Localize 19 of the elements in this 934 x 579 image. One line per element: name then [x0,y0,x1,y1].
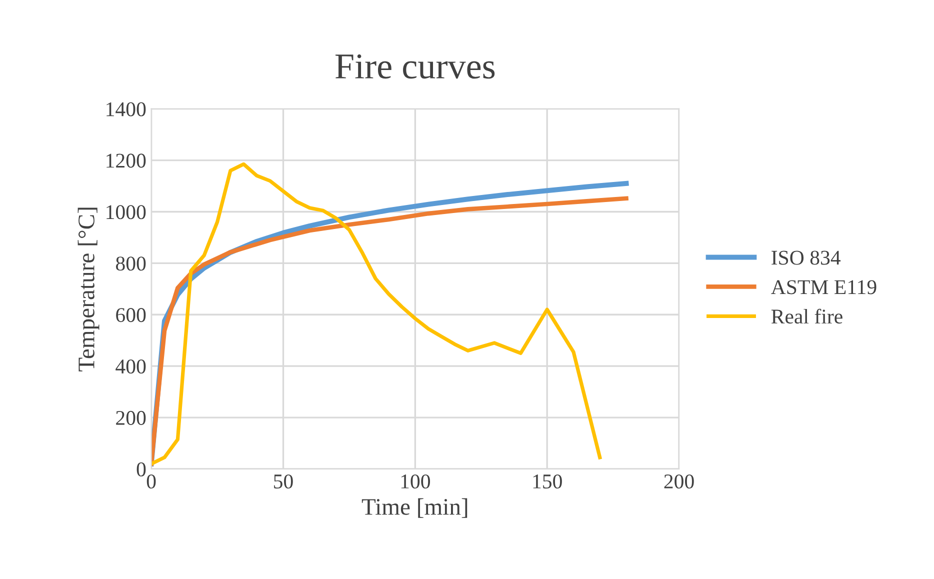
y-tick-label: 400 [116,359,146,374]
y-tick-label: 1200 [106,154,146,168]
y-tick-label: 800 [116,256,146,271]
legend-label: ISO 834 [772,250,841,265]
x-tick-label: 200 [664,474,694,489]
y-tick-label: 0 [136,462,146,476]
x-tick-label: 0 [146,474,156,489]
x-tick-label: 150 [533,474,562,489]
legend-label: Real fire [771,308,842,324]
y-tick-label: 200 [116,410,146,425]
chart-title: Fire curves [335,54,495,79]
y-tick-label: 1400 [106,102,146,116]
x-tick-label: 100 [401,474,430,489]
x-axis-title: Time [min] [362,498,468,518]
x-tick-label: 50 [274,474,293,489]
legend-label: ASTM E119 [771,280,876,294]
y-axis-title: Temperature [°C] [78,208,100,372]
y-tick-label: 1000 [106,205,146,220]
y-tick-label: 600 [116,308,146,322]
